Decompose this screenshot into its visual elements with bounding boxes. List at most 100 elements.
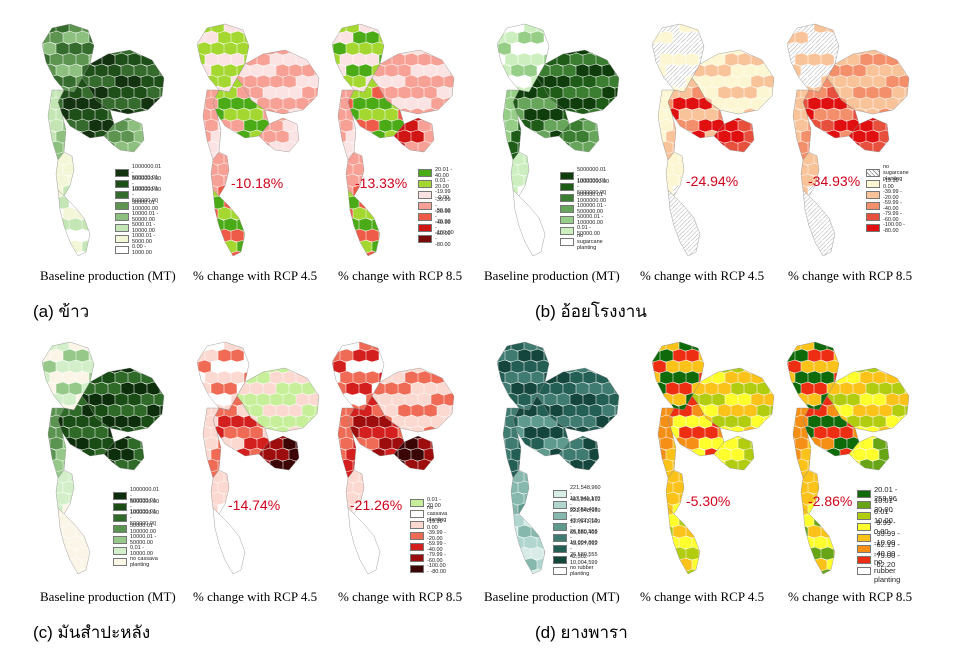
legend-cassava-baseline: 1000000.01 - 5000000.00 500000.01 - 10000… (113, 487, 159, 568)
legend-label: -100.00 - -80.00 (427, 563, 447, 575)
legend-entry: -39.99 - -20.00 (866, 189, 909, 201)
legend-label: no cassava planting (130, 556, 159, 568)
legend-swatch (553, 489, 567, 498)
legend-label: 1000000.01 - 5000000.00 (130, 487, 159, 505)
legend-label: 100000.01 - 500000.00 (577, 203, 609, 215)
legend-swatch (866, 212, 880, 221)
thailand-map (651, 341, 775, 575)
legend-entry: -79.99 - -60.00 (866, 211, 909, 223)
legend-swatch (866, 168, 880, 177)
legend-entry: no cassava planting (113, 556, 159, 568)
legend-sugarcane-baseline: 5000000.01 - 10000000.00 1000000.01 - 500… (560, 167, 609, 251)
map-rubber-rcp85 (775, 338, 925, 583)
legend-swatch (866, 223, 880, 232)
legend-label: 20.01 - 40.00 (435, 167, 454, 179)
caption-rice-baseline: Baseline production (MT) (40, 268, 176, 284)
legend-swatch (553, 566, 567, 575)
legend-label: 0.01 - 50000.00 (577, 225, 609, 237)
legend-entry: 20.01 - 258.96 (857, 485, 900, 503)
legend-swatch (113, 535, 127, 544)
legend-label: no sugarcane planting (577, 233, 609, 251)
legend-swatch (857, 500, 871, 509)
panel-label-cassava: (c) มันสำปะหลัง (33, 619, 150, 646)
legend-sugarcane-change: no sugarcane planting -19.99 - 0.00 -39.99… (866, 164, 909, 234)
legend-entry: 5000000.01 - 10000000.00 (560, 167, 609, 185)
map-cassava-baseline (30, 338, 180, 583)
legend-swatch (866, 179, 880, 188)
legend-entry: 10000.01 - 50000.00 (113, 534, 159, 546)
legend-label: 20.01 - 258.96 (874, 485, 900, 503)
legend-label: 500000.01 - 1000000.00 (577, 192, 609, 204)
legend-entry: -19.99 - 0.00 (410, 519, 447, 531)
legend-swatch (857, 555, 871, 564)
panel-label-rubber: (d) ยางพารา (535, 619, 628, 646)
legend-label: no sugarcane planting (883, 164, 909, 182)
legend-label: 10,004,600 - 26,580,555 (570, 540, 601, 558)
legend-label: 0.01 - 10000.00 (130, 545, 159, 557)
legend-entry: 10000.01 - 50000.00 (115, 211, 161, 223)
legend-entry: -59.99 - -40.00 (418, 208, 454, 226)
legend-label: 500000.01 - 1000000.00 (132, 175, 161, 193)
legend-entry: 1000000.01 - 5000000.00 (115, 164, 161, 182)
caption-cassava-rcp45: % change with RCP 4.5 (193, 589, 317, 605)
legend-rubber-baseline: 221,548,960 - 483,898,812 117,541,170 - 2… (553, 485, 601, 577)
legend-entry: 0.00 - 1000.00 (115, 244, 161, 256)
legend-swatch (418, 168, 432, 177)
legend-label: 50000.01 - 100000.00 (130, 523, 159, 535)
legend-entry: -39.99 - -20.00 (418, 197, 454, 215)
pct-rubber-rcp85: -2.86% (808, 493, 852, 509)
legend-swatch (410, 498, 424, 507)
legend-swatch (115, 245, 129, 254)
thailand-map (331, 23, 455, 257)
legend-swatch (113, 546, 127, 555)
legend-label: no rubber planting (570, 565, 601, 577)
panel-label-sugarcane: (b) อ้อยโรงงาน (535, 298, 647, 325)
legend-label: -9.99 - 0.00 (874, 518, 900, 536)
caption-sugarcane-rcp85: % change with RCP 8.5 (788, 268, 912, 284)
map-cassava-rcp45 (185, 338, 335, 583)
legend-label: 26,580,556 - 43,927,012 (570, 529, 601, 547)
legend-entry: -59.99 - -40.00 (410, 541, 447, 553)
legend-entry: 50000.01 - 100000.00 (113, 523, 159, 535)
legend-swatch (418, 190, 432, 199)
legend-entry: no sugarcane planting (866, 164, 909, 182)
legend-label: 10.01 - 20.00 (874, 496, 900, 514)
caption-sugarcane-baseline: Baseline production (MT) (484, 268, 620, 284)
legend-swatch (115, 179, 129, 188)
legend-label: 43,927,013 - 65,650,402 (570, 518, 601, 536)
legend-label: -79.99 - -60.00 (883, 211, 909, 223)
legend-label: 117,541,170 - 221,548,959 (570, 496, 601, 514)
map-sugarcane-rcp45 (640, 20, 790, 265)
thailand-map (196, 23, 320, 257)
legend-label: no cassava planting (427, 505, 447, 523)
legend-swatch (857, 522, 871, 531)
legend-label: -39.99 - -20.00 (435, 197, 454, 215)
pct-rubber-rcp45: -5.30% (686, 493, 730, 509)
legend-swatch (418, 179, 432, 188)
legend-entry: -100.00 - -80.00 (410, 563, 447, 575)
legend-label: 1000000.01 - 5000000.00 (132, 164, 161, 182)
legend-entry: 50000.01 - 100000.00 (115, 200, 161, 212)
legend-swatch (560, 171, 574, 180)
legend-entry: no rubber planting (857, 557, 900, 584)
legend-label: 10000.01 - 50000.00 (132, 211, 161, 223)
legend-label: -100.00 - -80.00 (435, 230, 454, 248)
thailand-map (496, 341, 620, 575)
legend-label: 221,548,960 - 483,898,812 (570, 485, 601, 503)
legend-entry: 20.01 - 40.00 (418, 167, 454, 179)
legend-entry: -39.99 - -10.00 (857, 529, 900, 547)
legend-entry: -100.00 - -80.00 (418, 230, 454, 248)
legend-swatch (418, 223, 432, 232)
caption-rubber-rcp85: % change with RCP 8.5 (788, 589, 912, 605)
legend-entry: 5000.01 - 10000.00 (115, 222, 161, 234)
legend-swatch (857, 533, 871, 542)
legend-label: 0.01 - 20.00 (427, 497, 447, 509)
legend-swatch (410, 553, 424, 562)
legend-swatch (418, 201, 432, 210)
thailand-map (41, 23, 165, 257)
map-rice-baseline (30, 20, 180, 265)
legend-entry: 100000.01 - 500000.00 (115, 186, 161, 204)
legend-entry: 0.01 - 20.00 (410, 497, 447, 509)
caption-cassava-baseline: Baseline production (MT) (40, 589, 176, 605)
legend-swatch (115, 234, 129, 243)
